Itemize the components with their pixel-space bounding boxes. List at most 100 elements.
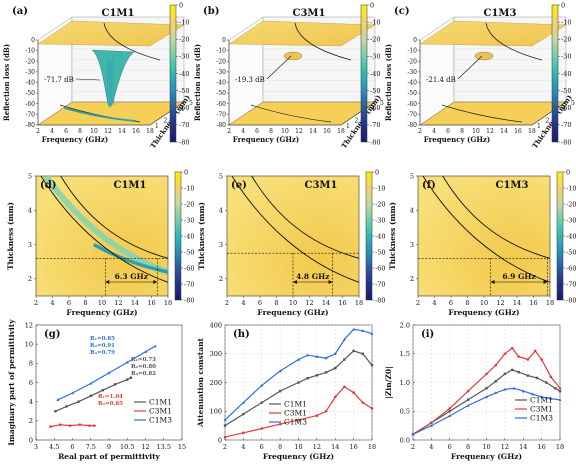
- data-point: [558, 398, 562, 401]
- r-annotation: R₃=0.79: [90, 350, 115, 356]
- colorbar-tick-label: -70: [375, 280, 385, 288]
- x-tick-label: 14: [500, 128, 508, 135]
- data-point: [315, 355, 319, 358]
- data-point: [466, 398, 470, 401]
- z-axis-label: Reflection loss (dB): [193, 44, 202, 121]
- series-line-C3M1: [224, 386, 373, 438]
- y-tick-label: 12: [25, 321, 33, 329]
- contour-line: [231, 175, 360, 283]
- legend-label: C3M1: [149, 407, 172, 416]
- colorbar-tick-label: -70: [566, 280, 576, 288]
- y-axis-label: Thickness (mm): [388, 202, 397, 270]
- colorbar-tick-label: -70: [184, 280, 194, 288]
- rl-surface: [228, 20, 376, 47]
- min-rl-arrow: [266, 55, 292, 80]
- panel-letter: (e): [231, 180, 247, 191]
- x-axis-label: Frequency (GHz): [233, 135, 299, 144]
- x-tick-label: 2: [416, 299, 420, 307]
- colorbar-tick-label: -60: [566, 264, 576, 272]
- z-tick-label: -30: [407, 69, 417, 76]
- y-tick-label: 1: [537, 123, 541, 130]
- colorbar-tick-label: -20: [184, 200, 194, 208]
- x-tick-label: 12: [141, 443, 149, 451]
- data-point: [510, 346, 514, 350]
- colorbar-tick-label: -70: [179, 121, 189, 129]
- y-axis-label: Thickness (mm): [6, 202, 15, 270]
- data-point: [342, 337, 346, 341]
- y-tick-label: 400: [210, 321, 222, 329]
- data-point: [54, 410, 57, 413]
- data-point: [65, 405, 68, 408]
- x-tick-label: 18: [146, 128, 154, 135]
- x-tick-label: 12: [486, 128, 494, 135]
- colorbar-tick-label: -30: [566, 216, 576, 224]
- arrow-head: [105, 280, 110, 284]
- data-point: [223, 435, 227, 439]
- data-point: [101, 388, 105, 392]
- colorbar-tick-label: -80: [370, 138, 380, 146]
- rl-dip: [283, 51, 303, 61]
- z-axis-label: Reflection loss (dB): [384, 44, 393, 121]
- y-tick-label: 0: [29, 436, 33, 444]
- data-point: [466, 403, 470, 407]
- data-point: [297, 418, 300, 422]
- colorbar-tick-label: -30: [179, 53, 189, 61]
- colorbar: 0 -10 -20 -30 -40 -50 -60 -70 -80: [174, 168, 194, 304]
- colorbar-tick-label: -10: [375, 184, 385, 192]
- x-tick-label: 4.5: [49, 443, 59, 451]
- absorption-band: [43, 174, 169, 275]
- x-tick-label: 10: [90, 128, 98, 135]
- surface-contour: [294, 22, 352, 61]
- panel-title: C3M1: [293, 8, 326, 19]
- x-tick-label: 14: [519, 443, 527, 451]
- y-tick-label: 0: [218, 436, 222, 444]
- y-axis: [531, 101, 567, 126]
- colorbar: 0 -10 -20 -30 -40 -50 -60 -70 -80: [360, 1, 380, 146]
- arrow-head: [153, 280, 158, 284]
- colorbar-tick-label: -30: [184, 216, 194, 224]
- r-annotation: R₁=0.85: [90, 336, 115, 342]
- x-tick-label: 16: [323, 128, 331, 135]
- rl-surface: [419, 20, 567, 47]
- x-tick-label: 8: [466, 443, 470, 451]
- z-tick-label: -80: [407, 122, 417, 129]
- data-point: [352, 349, 355, 353]
- colorbar-tick-label: -70: [370, 121, 380, 129]
- colorbar-tick-label: -40: [375, 232, 385, 240]
- arrow-head: [293, 280, 297, 284]
- data-point: [71, 391, 74, 395]
- y-tick-label: 2: [546, 117, 550, 124]
- z-tick-label: -70: [216, 111, 226, 118]
- colorbar-tick-label: -50: [561, 87, 571, 95]
- contour-line: [422, 175, 551, 283]
- data-point: [554, 387, 557, 390]
- line-chart: 2 4 6 8 10 12 14 16 18 0 100 200 300 400 Frequency (GH…: [196, 321, 376, 461]
- x-tick-label: 8: [269, 128, 273, 135]
- data-point: [333, 352, 337, 355]
- legend-label: C1M3: [284, 418, 307, 427]
- data-point: [260, 427, 264, 430]
- r-annotation: R₂=0.91: [90, 343, 115, 349]
- z-tick-label: -10: [25, 48, 35, 55]
- data-point: [411, 432, 415, 436]
- x-tick-label: 8: [465, 299, 469, 307]
- data-point: [260, 401, 263, 404]
- panel-letter: (c): [394, 6, 410, 17]
- data-point: [242, 412, 245, 416]
- y-tick-label: 3: [219, 241, 223, 249]
- z-tick-label: -40: [25, 80, 35, 87]
- bandwidth-label: 6.9 GHz: [502, 272, 535, 281]
- x-axis-label: Frequency (GHz): [42, 135, 108, 144]
- data-point: [540, 358, 543, 361]
- legend-label: C1M1: [530, 396, 553, 405]
- data-point: [324, 356, 328, 360]
- colorbar-tick-label: 0: [375, 168, 379, 176]
- colorbar: 0 -10 -20 -30 -40 -50 -60 -70 -80: [551, 1, 571, 146]
- data-point: [324, 371, 328, 374]
- y-axis-label: Imaginary part of permittivity: [7, 319, 16, 446]
- x-tick-label: 16: [529, 299, 537, 307]
- x-tick-label: 2: [223, 443, 227, 451]
- y-axis-label: Attenuation constant: [196, 337, 205, 428]
